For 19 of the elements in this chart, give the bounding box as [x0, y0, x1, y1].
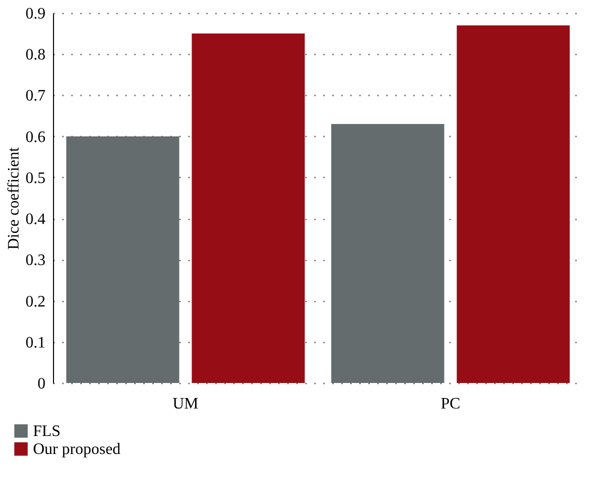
y-tick-label: 0: [38, 376, 46, 392]
legend-label: Our proposed: [33, 441, 121, 458]
y-tick-label: 0.5: [26, 170, 46, 187]
y-tick-label: 0.6: [26, 128, 46, 146]
y-tick-label: 0.1: [26, 334, 46, 352]
bar: [192, 34, 305, 383]
y-tick-label: 0.3: [26, 252, 46, 270]
y-tick-label: 0.8: [26, 46, 46, 64]
x-tick-label: UM: [172, 396, 198, 412]
y-tick-label: 0.4: [26, 211, 46, 228]
bar: [331, 124, 444, 383]
y-tick-label: 0.2: [26, 293, 46, 310]
y-tick-label: 0.9: [26, 6, 46, 22]
y-axis-title: Dice coefficient: [6, 146, 22, 250]
legend-label: FLS: [33, 423, 61, 440]
y-tick-label: 0.7: [26, 88, 46, 105]
bar: [456, 25, 570, 383]
x-tick-label: PC: [440, 396, 460, 412]
bar: [66, 136, 180, 383]
